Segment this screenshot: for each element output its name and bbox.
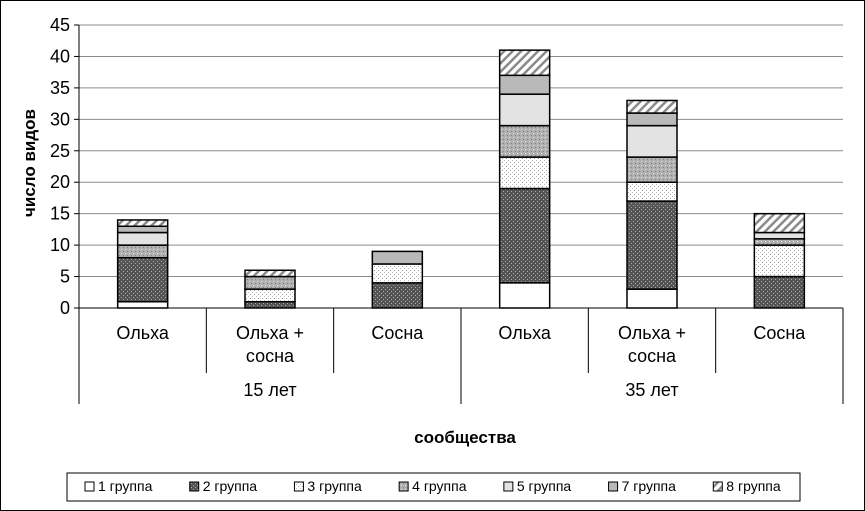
x-category-label: Ольха	[116, 323, 169, 343]
x-category-label: сосна	[246, 346, 295, 366]
y-tick-label: 25	[50, 141, 70, 161]
bar-segment-5	[626, 124, 678, 158]
bar-segment-1	[498, 282, 551, 309]
bar-segment-4	[116, 244, 169, 259]
y-tick-label: 20	[50, 172, 70, 192]
bar-segment-4	[498, 124, 551, 158]
legend-swatch	[293, 481, 304, 492]
legend-swatch	[712, 481, 723, 492]
bar-segment-3	[753, 244, 806, 278]
x-category-label: Сосна	[371, 323, 424, 343]
y-tick-label: 5	[60, 267, 70, 287]
y-tick-label: 45	[50, 15, 70, 35]
bar-segment-2	[626, 200, 678, 290]
x-category-label: Сосна	[753, 323, 806, 343]
legend-swatch	[503, 481, 514, 492]
bar-segment-3	[244, 288, 296, 303]
y-axis-title: число видов	[20, 109, 39, 217]
bar-segment-4	[753, 238, 806, 246]
bar-segment-5	[498, 93, 551, 127]
legend-item-label: 4 группа	[412, 478, 467, 494]
bar-segment-4	[626, 156, 678, 183]
bar-segment-6	[498, 74, 551, 95]
legend-item-label: 2 группа	[203, 478, 258, 494]
bar-segment-6	[116, 225, 169, 234]
legend-swatch	[189, 481, 200, 492]
bar-segment-2	[753, 275, 806, 309]
x-category-label: Ольха +	[618, 323, 686, 343]
y-tick-label: 30	[50, 109, 70, 129]
bar-segment-5	[753, 231, 806, 240]
bar-segment-2	[244, 300, 296, 309]
x-group-label: 35 лет	[625, 380, 678, 400]
bar-segment-2	[371, 282, 424, 309]
y-tick-label: 0	[60, 298, 70, 318]
bar-segment-6	[626, 112, 678, 127]
legend-item-label: 5 группа	[517, 478, 572, 494]
bar-segment-2	[498, 187, 551, 284]
y-tick-label: 35	[50, 78, 70, 98]
bar-segment-7	[498, 49, 551, 77]
x-axis-title: сообщества	[414, 428, 516, 447]
legend-swatch	[608, 481, 619, 492]
x-category-label: сосна	[628, 346, 677, 366]
legend: 1 группа 2 группа 3 группа 4 группа 5 группа…	[66, 472, 801, 502]
y-tick-label: 10	[50, 235, 70, 255]
bar-segment-1	[626, 288, 678, 309]
legend-swatch	[398, 481, 409, 492]
bar-segment-7	[753, 212, 806, 234]
bar-segment-3	[626, 181, 678, 202]
legend-box	[66, 472, 801, 502]
bar-segment-3	[371, 263, 424, 284]
bar-segment-7	[116, 219, 169, 227]
bar-segment-3	[498, 156, 551, 190]
legend-item-label: 8 группа	[726, 478, 781, 494]
bar-segment-5	[116, 231, 169, 246]
y-tick-label: 40	[50, 46, 70, 66]
bar-segment-2	[116, 256, 169, 303]
legend-swatch	[84, 481, 95, 492]
x-category-label: Ольха	[498, 323, 551, 343]
legend-item-label: 1 группа	[98, 478, 153, 494]
bar-segment-6	[371, 250, 424, 265]
x-group-label: 15 лет	[243, 380, 296, 400]
bar-segment-4	[244, 275, 296, 290]
legend-item-label: 7 группа	[622, 478, 677, 494]
bar-segment-7	[626, 99, 678, 114]
bar-segment-1	[116, 300, 169, 309]
bar-segment-7	[244, 269, 296, 278]
y-tick-label: 15	[50, 204, 70, 224]
x-category-label: Ольха +	[236, 323, 304, 343]
legend-item-label: 3 группа	[307, 478, 362, 494]
